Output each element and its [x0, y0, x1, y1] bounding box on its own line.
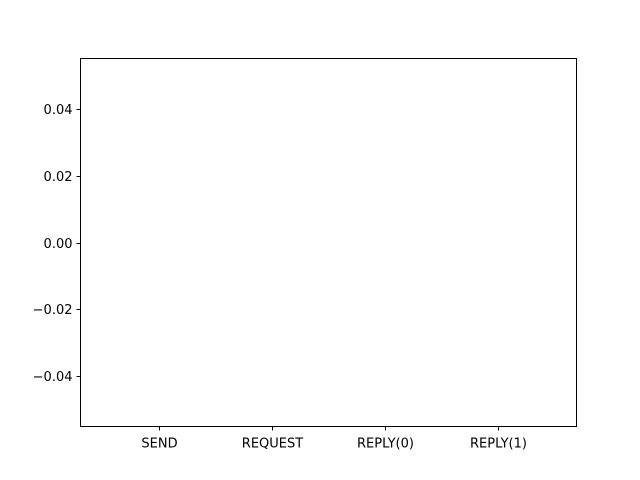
x-tick-label: REPLY(1) [470, 437, 527, 452]
x-tick-label: REQUEST [242, 437, 303, 452]
y-tick-label: −0.04 [33, 370, 73, 385]
x-tick-label: REPLY(0) [357, 437, 414, 452]
y-axis: 0.04 0.02 0.00 −0.02 −0.04 [33, 103, 81, 385]
x-tick-label: SEND [141, 437, 177, 452]
plot-area [80, 58, 577, 427]
y-tick-label: −0.02 [33, 303, 73, 318]
y-tick-label: 0.02 [44, 170, 73, 185]
x-axis: SEND REQUEST REPLY(0) REPLY(1) [141, 426, 527, 452]
y-tick-label: 0.00 [44, 237, 73, 252]
y-tick-label: 0.04 [44, 103, 73, 118]
